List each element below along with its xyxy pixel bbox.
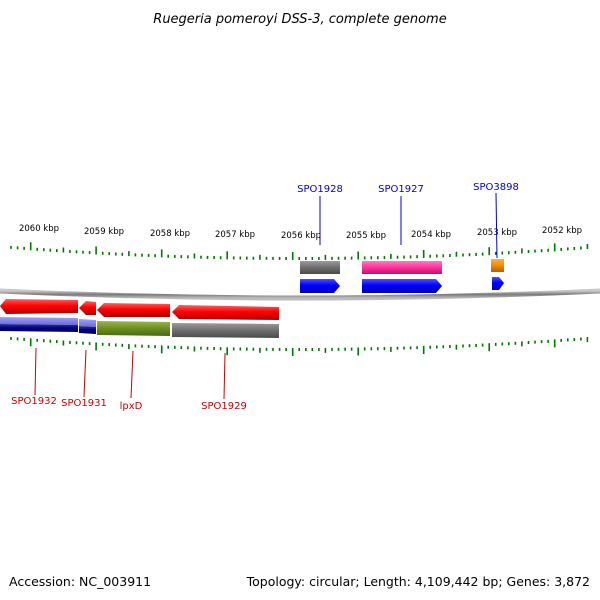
cog-block[interactable] xyxy=(300,261,340,274)
gene-label-SPO1927[interactable]: SPO1927 xyxy=(378,184,424,195)
cog-block[interactable] xyxy=(97,321,170,336)
gene-arrow-SPO1932[interactable] xyxy=(0,299,78,314)
gene-leader-line xyxy=(83,349,87,398)
gene-leader-line xyxy=(495,192,498,259)
gene-track-reverse xyxy=(0,299,279,320)
cog-block[interactable] xyxy=(79,326,96,334)
cog-block[interactable] xyxy=(0,324,78,332)
accession-text: Accession: NC_003911 xyxy=(9,574,151,589)
cog-block[interactable] xyxy=(79,319,96,327)
gene-arrow-lpxD[interactable] xyxy=(97,303,170,317)
gene-arrow-SPO1931[interactable] xyxy=(79,301,96,315)
gene-track-forward xyxy=(300,277,504,293)
gene-arrow-SPO1928[interactable] xyxy=(300,279,340,293)
gene-arrow-SPO1929[interactable] xyxy=(172,305,279,320)
scale-label: 2058 kbp xyxy=(150,229,190,239)
cog-track-reverse xyxy=(0,317,279,338)
scale-label: 2052 kbp xyxy=(542,226,582,236)
cog-track-forward xyxy=(300,259,504,274)
scale-labels: 2060 kbp 2059 kbp 2058 kbp 2057 kbp 2056… xyxy=(19,224,582,241)
cog-block[interactable] xyxy=(172,323,279,338)
scale-ticks-inner xyxy=(10,336,589,356)
scale-label: 2054 kbp xyxy=(411,230,451,240)
gene-label-lpxD[interactable]: lpxD xyxy=(120,401,143,412)
scale-ticks-outer xyxy=(10,242,589,260)
gene-label-SPO1932[interactable]: SPO1932 xyxy=(11,396,57,407)
genome-backbone xyxy=(0,288,600,301)
gene-labels-forward: SPO1928 SPO1927 SPO3898 xyxy=(297,182,519,259)
gene-label-SPO1929[interactable]: SPO1929 xyxy=(201,401,247,412)
scale-label: 2059 kbp xyxy=(84,227,124,237)
cog-block[interactable] xyxy=(491,259,504,272)
scale-label: 2060 kbp xyxy=(19,224,59,234)
scale-label: 2055 kbp xyxy=(346,231,386,241)
map-title: Ruegeria pomeroyi DSS-3, complete genome xyxy=(153,12,446,27)
genome-summary-text: Topology: circular; Length: 4,109,442 bp… xyxy=(246,574,590,589)
gene-leader-line xyxy=(34,347,37,396)
cog-block[interactable] xyxy=(362,261,442,274)
scale-label: 2057 kbp xyxy=(215,230,255,240)
gene-labels-reverse: SPO1932 SPO1931 lpxD SPO1929 xyxy=(11,347,247,412)
gene-leader-line xyxy=(130,350,134,399)
gene-leader-line xyxy=(223,352,226,400)
gene-arrow-SPO3898[interactable] xyxy=(492,277,504,290)
gene-label-SPO1928[interactable]: SPO1928 xyxy=(297,184,343,195)
gene-label-SPO1931[interactable]: SPO1931 xyxy=(61,398,107,409)
gene-label-SPO3898[interactable]: SPO3898 xyxy=(473,182,519,193)
scale-label: 2056 kbp xyxy=(281,231,321,241)
gene-arrow-SPO1927[interactable] xyxy=(362,279,442,293)
cog-block[interactable] xyxy=(0,317,78,325)
